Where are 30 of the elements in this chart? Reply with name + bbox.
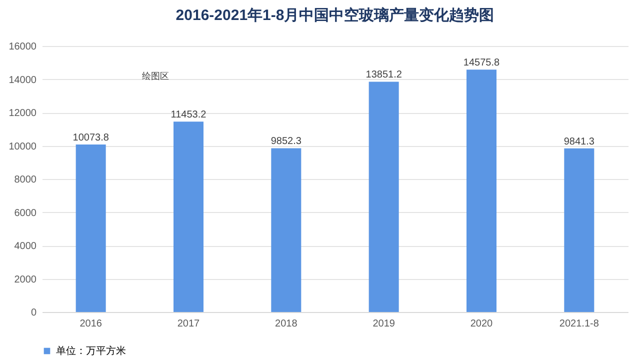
- y-tick-label: 10000: [8, 141, 37, 152]
- y-tick-label: 12000: [8, 108, 37, 119]
- data-label: 14575.8: [463, 58, 500, 69]
- y-tick-label: 0: [30, 308, 37, 318]
- x-tick-label: 2021.1-8: [559, 318, 600, 330]
- data-label: 11453.2: [170, 110, 207, 121]
- data-label: 9841.3: [564, 136, 595, 148]
- x-tick-label: 2016: [80, 318, 102, 330]
- bar: [174, 122, 204, 312]
- data-label: 10073.8: [72, 132, 110, 144]
- bar: [466, 70, 496, 312]
- x-tick-label: 2020: [470, 318, 494, 330]
- y-tick-label: 16000: [8, 42, 37, 52]
- y-tick-label: 6000: [14, 208, 37, 219]
- annotation: 绘图区: [142, 71, 169, 81]
- data-label: 13851.2: [366, 70, 402, 81]
- data-label: 9852.3: [270, 136, 302, 148]
- y-tick-label: 14000: [8, 74, 37, 86]
- bar: [368, 82, 399, 312]
- y-tick-label: 2000: [14, 274, 37, 286]
- x-tick-label: 2019: [372, 318, 396, 330]
- x-tick-label: 2017: [177, 318, 200, 330]
- y-tick-label: 8000: [14, 174, 37, 186]
- chart-title: 2016-2021年1-8月中国中空玻璃产量变化趋势图: [176, 6, 494, 24]
- legend-label: 单位：万平方米: [56, 345, 126, 357]
- x-tick-label: 2018: [275, 318, 298, 330]
- y-tick-label: 4000: [14, 241, 37, 252]
- bar: [271, 148, 302, 312]
- bar: [76, 144, 106, 312]
- bar: [564, 148, 594, 312]
